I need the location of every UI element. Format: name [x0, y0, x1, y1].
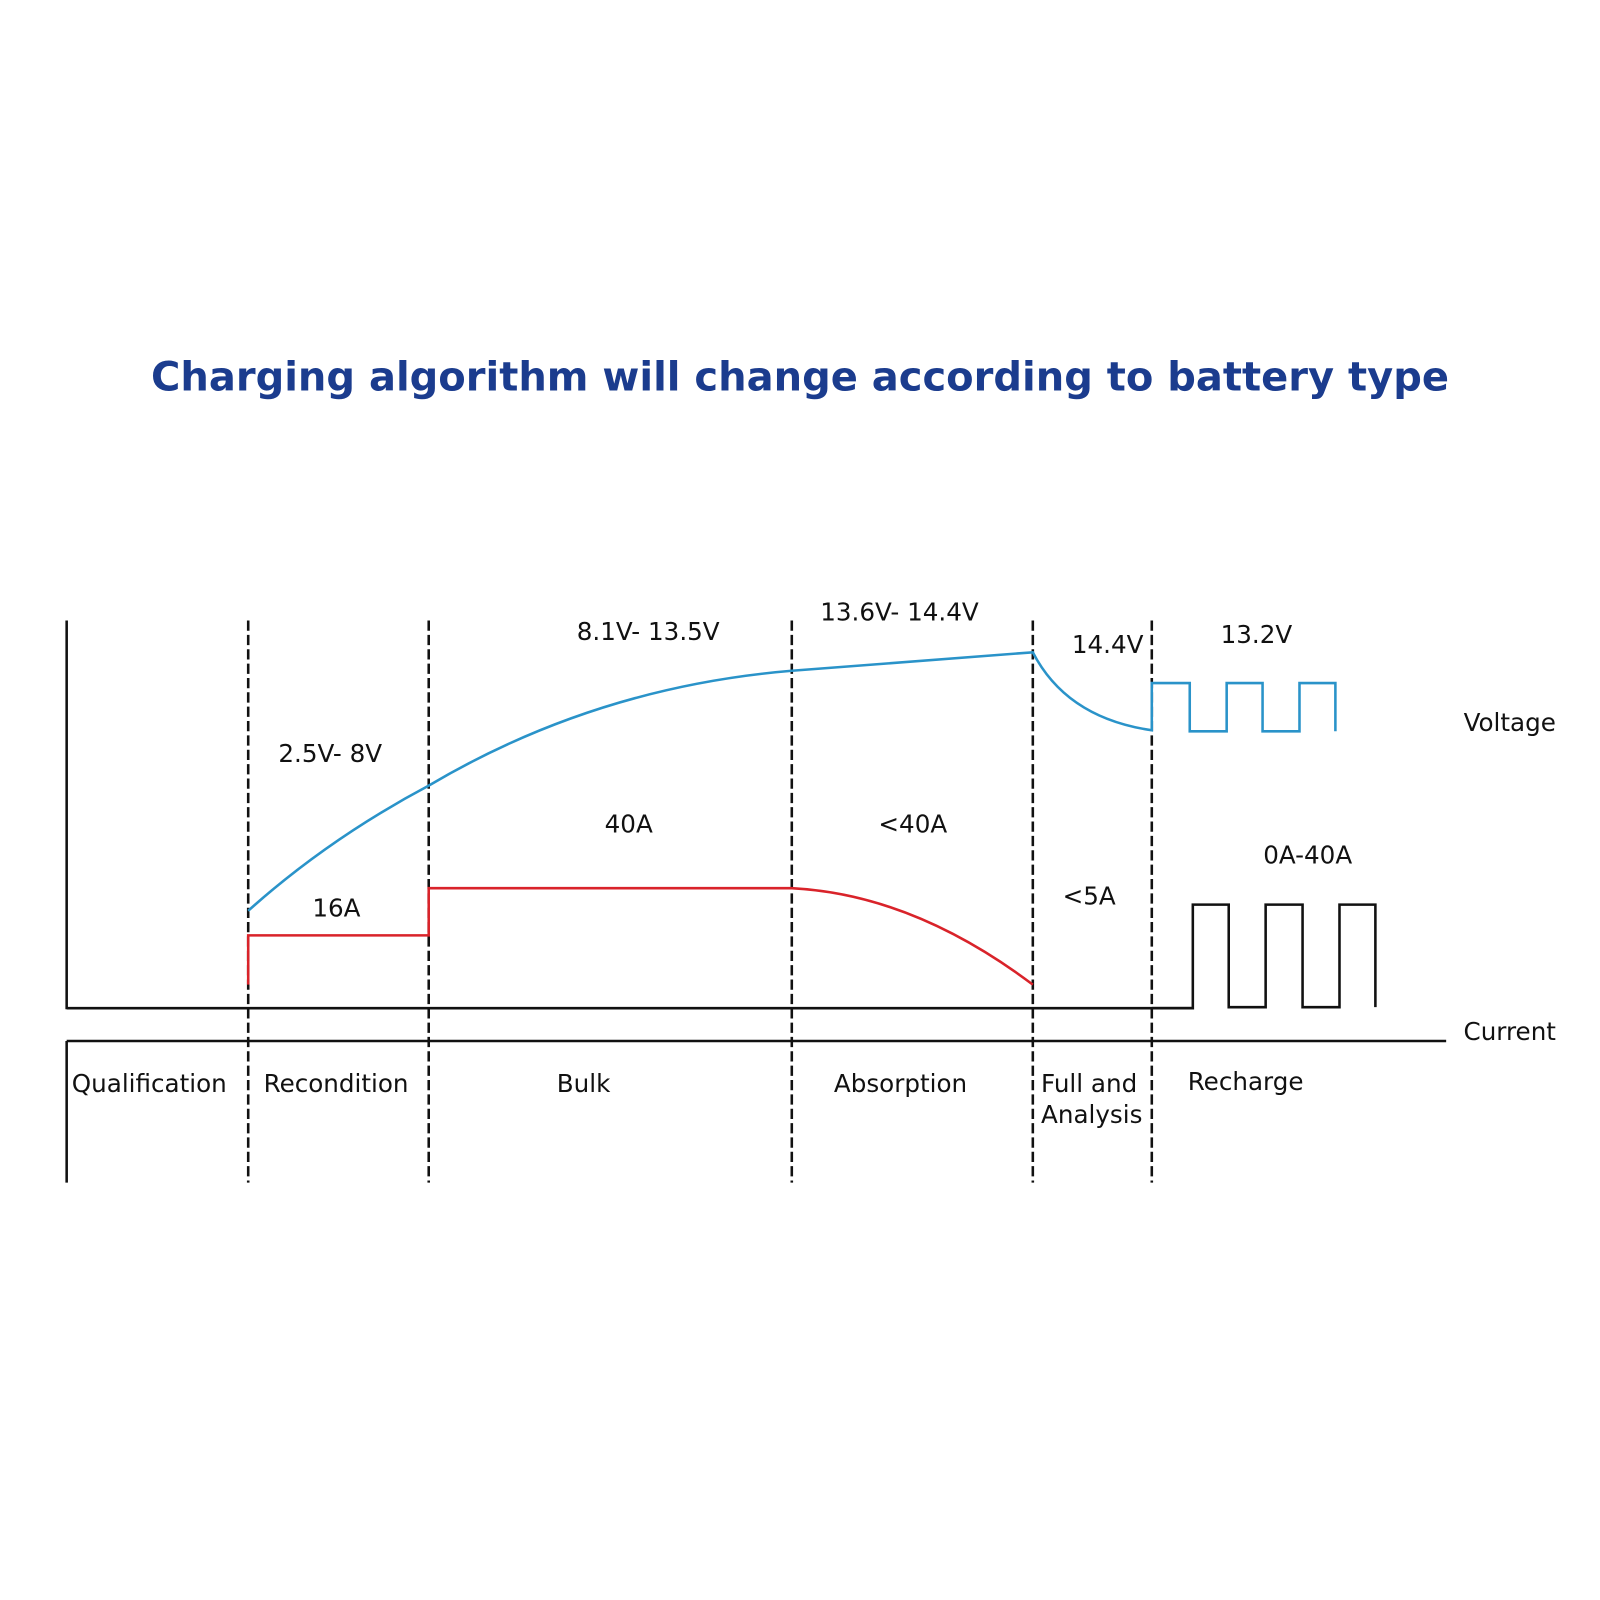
current-curve	[246, 886, 1034, 986]
stage-name: Bulk	[557, 1069, 611, 1098]
voltage-label: 13.2V	[1221, 620, 1293, 649]
title: Charging algorithm will change according…	[151, 354, 1449, 400]
stage-name: Recondition	[264, 1069, 409, 1098]
stage-name: Recharge	[1188, 1067, 1304, 1096]
current-label: <5A	[1063, 881, 1116, 910]
voltage-label: 2.5V- 8V	[278, 739, 382, 768]
current-label: 0A-40A	[1263, 840, 1352, 869]
stage-name: Full and	[1041, 1069, 1137, 1098]
stage-name: Qualification	[72, 1069, 227, 1098]
voltage-label: 13.6V- 14.4V	[820, 597, 979, 626]
axis-label: Current	[1464, 1017, 1557, 1046]
voltage-label: 14.4V	[1072, 630, 1144, 659]
voltage-label: 8.1V- 13.5V	[577, 617, 720, 646]
current-label: <40A	[878, 810, 947, 839]
current-label: 40A	[605, 810, 653, 839]
axis-label: Voltage	[1464, 708, 1556, 737]
voltage-curve	[247, 650, 1337, 912]
stage-separators	[246, 620, 1154, 1183]
stage-name: Absorption	[834, 1069, 967, 1098]
stage-name: Analysis	[1041, 1100, 1142, 1129]
current-label: 16A	[312, 894, 360, 923]
pulse-current	[1151, 903, 1377, 1010]
